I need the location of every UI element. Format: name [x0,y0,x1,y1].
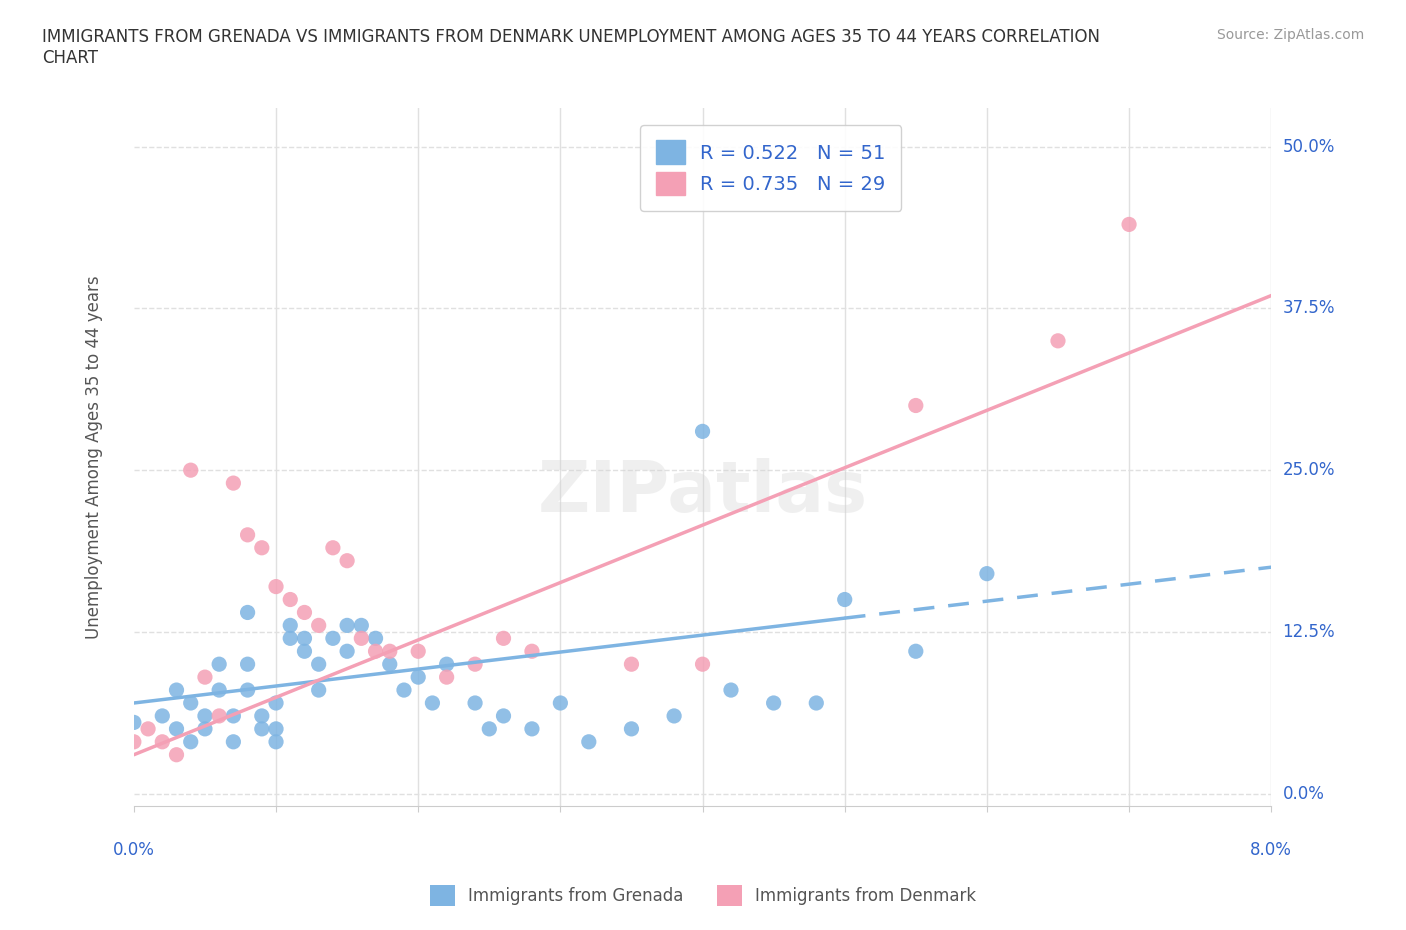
Point [492,631,515,645]
Point [264,735,287,750]
Point [692,657,714,671]
Point [976,566,998,581]
Point [264,722,287,737]
Point [278,592,301,607]
Point [264,696,287,711]
Point [1046,333,1069,348]
Text: 0.0%: 0.0% [1282,785,1324,803]
Point [834,592,856,607]
Point [194,709,217,724]
Point [122,735,145,750]
Point [250,540,273,555]
Point [150,735,173,750]
Point [692,424,714,439]
Point [436,657,458,671]
Point [264,579,287,594]
Text: ZIPatlas: ZIPatlas [537,458,868,526]
Point [122,715,145,730]
Point [194,670,217,684]
Point [378,657,401,671]
Point [180,696,202,711]
Point [336,644,359,658]
Point [250,709,273,724]
Legend: Immigrants from Grenada, Immigrants from Denmark: Immigrants from Grenada, Immigrants from… [423,879,983,912]
Point [392,683,415,698]
Point [294,644,316,658]
Point [1118,217,1140,232]
Point [166,748,188,763]
Point [364,631,387,645]
Point [294,605,316,620]
Point [208,709,231,724]
Point [250,722,273,737]
Point [278,631,301,645]
Point [378,644,401,658]
Point [406,670,429,684]
Point [236,657,259,671]
Point [180,735,202,750]
Point [406,644,429,658]
Text: 8.0%: 8.0% [1250,842,1292,859]
Point [436,670,458,684]
Point [166,683,188,698]
Text: 12.5%: 12.5% [1282,623,1336,641]
Point [422,696,444,711]
Text: 50.0%: 50.0% [1282,138,1334,156]
Point [208,683,231,698]
Point [180,463,202,478]
Point [720,683,742,698]
Point [336,553,359,568]
Point [308,683,330,698]
Point [222,709,245,724]
Point [904,398,927,413]
Point [208,657,231,671]
Point [236,605,259,620]
Point [308,657,330,671]
Y-axis label: Unemployment Among Ages 35 to 44 years: Unemployment Among Ages 35 to 44 years [86,275,103,639]
Point [236,683,259,698]
Point [662,709,685,724]
Point [464,696,486,711]
Point [520,644,543,658]
Text: 37.5%: 37.5% [1282,299,1336,317]
Point [806,696,828,711]
Point [478,722,501,737]
Point [236,527,259,542]
Point [322,631,344,645]
Text: IMMIGRANTS FROM GRENADA VS IMMIGRANTS FROM DENMARK UNEMPLOYMENT AMONG AGES 35 TO: IMMIGRANTS FROM GRENADA VS IMMIGRANTS FR… [42,28,1099,67]
Point [322,540,344,555]
Point [350,631,373,645]
Point [492,709,515,724]
Point [620,722,643,737]
Point [308,618,330,632]
Text: 25.0%: 25.0% [1282,461,1336,479]
Point [620,657,643,671]
Point [136,722,159,737]
Legend: R = 0.522   N = 51, R = 0.735   N = 29: R = 0.522 N = 51, R = 0.735 N = 29 [640,125,901,211]
Point [194,722,217,737]
Point [578,735,600,750]
Point [336,618,359,632]
Point [166,722,188,737]
Point [520,722,543,737]
Point [550,696,572,711]
Point [294,631,316,645]
Point [762,696,785,711]
Point [904,644,927,658]
Point [150,709,173,724]
Text: Source: ZipAtlas.com: Source: ZipAtlas.com [1216,28,1364,42]
Point [464,657,486,671]
Point [350,618,373,632]
Text: 0.0%: 0.0% [112,842,155,859]
Point [278,618,301,632]
Point [364,644,387,658]
Point [222,475,245,490]
Point [222,735,245,750]
